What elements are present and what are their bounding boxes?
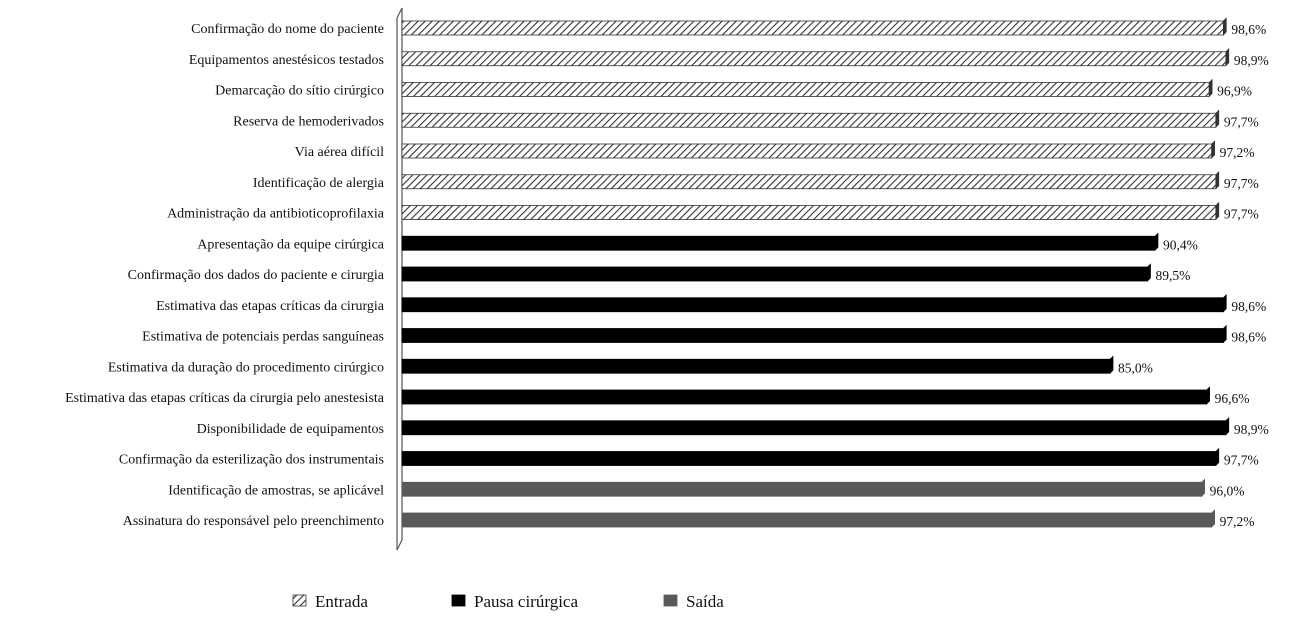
bar-end-cap [1201,478,1205,497]
bar-end-cap [1223,324,1227,344]
bar [401,451,1217,466]
bar [401,266,1148,282]
bar-end-cap [1215,447,1220,467]
data-label: 97,7% [1224,176,1259,191]
legend-swatch [663,594,678,607]
bar-end-cap [1223,17,1227,36]
data-label: 96,0% [1210,483,1245,498]
bar [401,112,1217,128]
category-label: Disponibilidade de equipamentos [197,422,384,437]
data-label: 90,4% [1163,237,1198,252]
bar [401,82,1210,97]
bar-end-cap [1215,109,1220,128]
bar [401,512,1213,528]
bar-end-cap [1211,509,1215,528]
category-label: Estimativa das etapas críticas da cirurg… [156,299,385,314]
legend-entry: Saída [686,592,724,611]
bar-end-cap [1208,78,1213,98]
data-label: 98,9% [1234,422,1269,437]
category-label: Estimativa de potenciais perdas sanguíne… [142,330,384,345]
axis-wall [396,7,403,551]
legend: Entrada Pausa cirúrgica Saída [292,592,724,611]
category-label: Estimativa da duração do procedimento ci… [108,360,384,375]
bar [401,328,1224,343]
data-label: 97,7% [1224,207,1259,222]
value-labels: 98,6% 98,9% 96,9% 97,7% 97,2% 97,7% 97,7% 90,4%… [1118,22,1269,529]
data-label: 97,7% [1224,114,1259,129]
category-label: Via aérea difícil [295,145,384,160]
category-label: Confirmação da esterilização dos instrum… [119,453,384,468]
bar-end-cap [1211,140,1215,159]
bar-end-cap [1109,355,1114,374]
data-label: 97,2% [1220,514,1255,529]
data-label: 98,6% [1231,330,1266,345]
data-label: 97,2% [1220,145,1255,160]
data-label: 85,0% [1118,360,1153,375]
category-label: Equipamentos anestésicos testados [189,53,384,68]
category-label: Confirmação do nome do paciente [191,22,384,37]
data-label: 96,6% [1215,391,1250,406]
bar [401,51,1227,67]
bar [401,174,1217,190]
bar [401,420,1227,436]
bar [401,358,1111,374]
data-label: 97,7% [1224,453,1259,468]
data-label: 98,9% [1234,53,1269,68]
legend-swatch [292,594,307,607]
data-label: 89,5% [1156,268,1191,283]
legend-swatch [451,594,466,607]
bar-end-cap [1225,417,1230,436]
legend-entry: Entrada [315,592,368,611]
bar [401,143,1213,159]
bar [401,481,1203,497]
bar-end-cap [1206,386,1210,405]
data-label: 96,9% [1217,84,1252,99]
bar [401,235,1156,251]
category-label: Estimativa das etapas críticas da cirurg… [65,391,385,406]
bar [401,205,1217,220]
category-label: Demarcação do sítio cirúrgico [215,84,384,99]
category-label: Identificação de alergia [253,176,385,191]
bar-end-cap [1147,263,1151,282]
category-labels: Confirmação do nome do paciente Equipamen… [65,22,385,529]
bars [401,17,1230,528]
category-label: Confirmação dos dados do paciente e ciru… [128,268,385,283]
legend-entry: Pausa cirúrgica [474,592,578,611]
bar-end-cap [1215,171,1220,190]
category-label: Reserva de hemoderivados [233,114,384,129]
axis [396,7,403,551]
bar-end-cap [1225,48,1230,67]
data-label: 98,6% [1231,22,1266,37]
category-label: Identificação de amostras, se aplicável [168,483,384,498]
bar [401,389,1208,405]
data-label: 98,6% [1231,299,1266,314]
category-label: Apresentação da equipe cirúrgica [197,237,384,252]
category-label: Assinatura do responsável pelo preenchim… [123,514,384,529]
bar-end-cap [1154,232,1159,251]
bar [401,20,1224,36]
bar-end-cap [1223,294,1227,313]
category-label: Administração da antibioticoprofilaxia [167,207,385,222]
bar [401,297,1224,313]
bar-end-cap [1215,201,1220,221]
